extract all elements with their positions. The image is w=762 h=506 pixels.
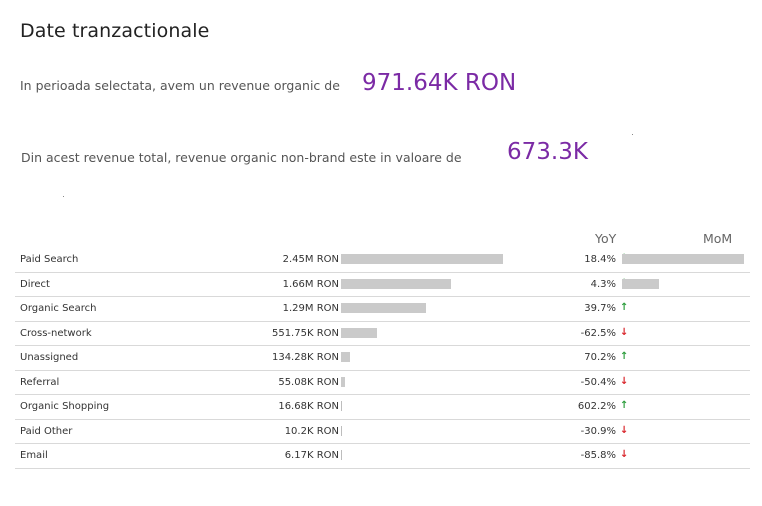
channel-name: Direct	[20, 278, 50, 290]
table-row: Cross-network 551.75K RON -62.5% ↓	[15, 322, 750, 346]
channel-name: Organic Search	[20, 303, 97, 314]
channel-revenue: 16.68K RON	[278, 401, 339, 412]
table-header: YoY MoM	[15, 228, 750, 248]
table-row: Paid Other 10.2K RON -30.9% ↓	[15, 420, 750, 444]
revenue-bar	[341, 327, 377, 338]
table-row: Organic Search 1.29M RON 39.7% ↑	[15, 297, 750, 322]
yoy-value: 602.2%	[577, 401, 616, 412]
channel-name: Email	[20, 450, 48, 461]
revenue-bar	[341, 425, 342, 436]
revenue-bar	[341, 450, 342, 460]
yoy-value: 39.7%	[584, 303, 616, 314]
channel-name: Cross-network	[20, 327, 92, 339]
channel-revenue: 2.45M RON	[282, 254, 339, 265]
yoy-value: -30.9%	[580, 425, 616, 437]
channel-name: Paid Other	[20, 425, 73, 437]
yoy-column-header: YoY	[595, 231, 617, 246]
channel-revenue: 55.08K RON	[278, 376, 339, 388]
channel-revenue: 1.29M RON	[282, 303, 339, 314]
revenue-nonbrand-value: 673.3K	[507, 139, 588, 165]
channel-name: Paid Search	[20, 254, 79, 265]
channel-name: Unassigned	[20, 352, 79, 363]
arrow-down-icon: ↓	[620, 375, 629, 387]
arrow-down-icon: ↓	[620, 424, 629, 436]
revenue-nonbrand-label: Din acest revenue total, revenue organic…	[21, 150, 462, 165]
yoy-value: -62.5%	[580, 327, 616, 339]
arrow-down-icon: ↓	[620, 449, 629, 460]
table-row: Referral 55.08K RON -50.4% ↓	[15, 371, 750, 395]
table-body: Paid Search 2.45M RON 18.4% ↑ Direct 1.66M RO…	[15, 248, 750, 469]
dot-marker	[632, 134, 633, 135]
channel-revenue: 10.2K RON	[284, 425, 339, 437]
revenue-bar	[341, 352, 350, 362]
table-row: Email 6.17K RON -85.8% ↓	[15, 444, 750, 469]
dot-marker	[63, 196, 64, 197]
revenue-bar	[341, 303, 426, 313]
channel-revenue: 134.28K RON	[271, 352, 339, 363]
channel-table: YoY MoM Paid Search 2.45M RON 18.4% ↑ Direct…	[15, 228, 750, 469]
channel-name: Organic Shopping	[20, 401, 110, 412]
channel-revenue: 1.66M RON	[282, 278, 339, 290]
revenue-bar	[341, 376, 345, 387]
page-title: Date tranzactionale	[20, 20, 210, 42]
arrow-up-icon: ↑	[620, 351, 629, 362]
arrow-down-icon: ↓	[620, 326, 629, 338]
mom-bar	[622, 254, 744, 264]
revenue-bar	[341, 254, 503, 264]
yoy-value: -85.8%	[580, 450, 616, 461]
arrow-up-icon: ↑	[620, 400, 629, 411]
revenue-bar	[341, 401, 342, 411]
mom-column-header: MoM	[703, 231, 733, 246]
revenue-bar	[341, 278, 451, 289]
channel-name: Referral	[20, 376, 60, 388]
revenue-organic-value: 971.64K RON	[362, 70, 517, 96]
yoy-value: -50.4%	[580, 376, 616, 388]
table-row: Organic Shopping 16.68K RON 602.2% ↑	[15, 395, 750, 420]
revenue-organic-label: In perioada selectata, avem un revenue o…	[20, 78, 340, 93]
table-row: Unassigned 134.28K RON 70.2% ↑	[15, 346, 750, 371]
mom-bar	[622, 278, 659, 289]
yoy-value: 70.2%	[584, 352, 616, 363]
yoy-value: 18.4%	[584, 254, 616, 265]
channel-revenue: 6.17K RON	[284, 450, 339, 461]
arrow-up-icon: ↑	[620, 302, 629, 313]
yoy-value: 4.3%	[590, 278, 616, 290]
channel-revenue: 551.75K RON	[271, 327, 339, 339]
